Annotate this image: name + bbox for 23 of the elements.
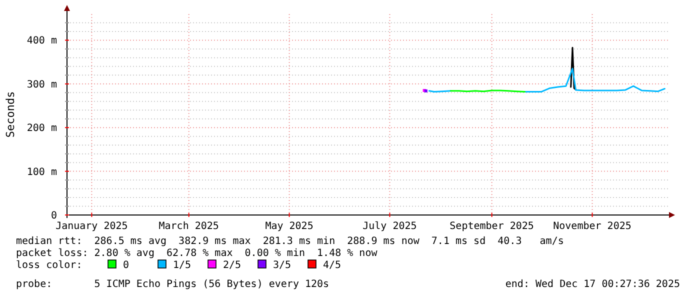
x-tick-label: January 2025 [56,221,128,232]
y-tick-label: 200 m [26,123,57,134]
y-axis-title: Seconds [4,91,17,138]
x-tick-label: March 2025 [158,221,219,232]
text: probe: 5 ICMP Echo Pings (56 Bytes) every 120s [16,279,330,290]
legend-title: loss color: [16,260,82,271]
text: end: Wed Dec 17 00:27:36 2025 [505,279,680,290]
legend-label: 2/5 [223,260,242,271]
x-tick-label: November 2025 [553,221,632,232]
y-tick-label: 300 m [26,79,57,90]
y-tick-label: 0 [50,210,57,222]
legend-label: 4/5 [323,260,342,271]
x-tick-label: May 2025 [265,221,314,232]
x-tick-label: July 2025 [362,221,417,232]
legend-label: 3/5 [273,260,292,271]
x-tick-label: September 2025 [450,221,534,232]
legend-label: 1/5 [173,260,192,271]
text: median rtt: 286.5 ms avg 382.9 ms max 281.3 ms min 288.9 ms now 7.1 ms sd 40.3 am/s [16,236,564,247]
y-tick-label: 400 m [26,36,57,47]
y-tick-label: 100 m [26,166,57,178]
text: packet loss: 2.80 % avg 62.78 % max 0.00 % min 1.48 % now [16,248,378,259]
legend-label: 0 [123,260,130,271]
line-series [570,46,577,90]
